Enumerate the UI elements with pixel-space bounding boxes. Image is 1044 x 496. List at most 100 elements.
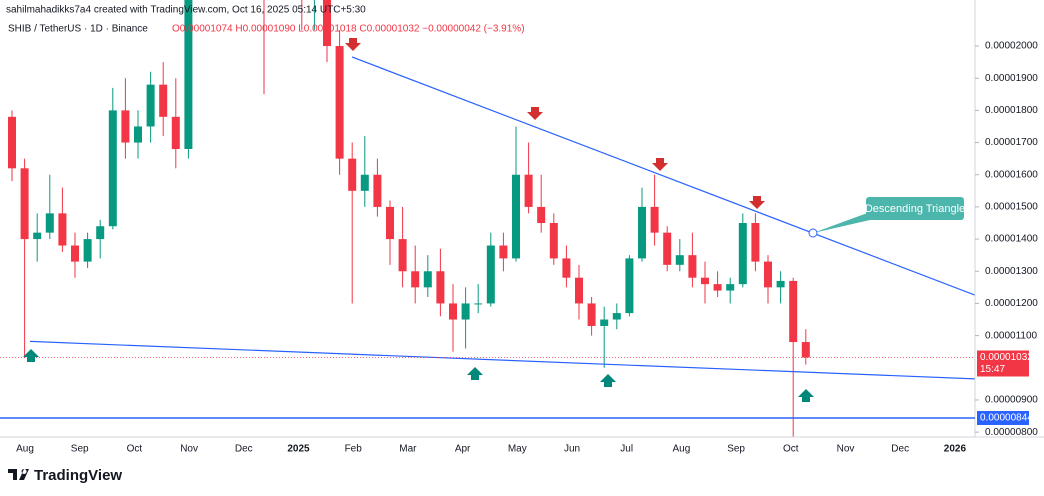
- candle-body: [71, 245, 79, 262]
- x-tick-label: Nov: [180, 444, 198, 455]
- candle-body: [45, 213, 54, 233]
- y-tick-label: 0.00000900: [985, 395, 1038, 406]
- candle-body: [423, 271, 432, 288]
- candle-body: [726, 284, 735, 291]
- candle-body: [688, 255, 697, 278]
- y-tick-label: 0.00001400: [985, 234, 1038, 245]
- x-tick-label: Oct: [783, 444, 799, 455]
- candle-body: [738, 223, 747, 285]
- callout-pointer: [813, 212, 870, 233]
- candle-body: [549, 223, 558, 259]
- candle-body: [776, 280, 785, 288]
- candle-body: [461, 303, 470, 320]
- candle-body: [335, 46, 344, 159]
- candle-body: [587, 303, 596, 326]
- brand: TradingView: [34, 467, 122, 484]
- y-tick-label: 0.00001100: [985, 330, 1038, 341]
- x-tick-label: 2025: [287, 444, 310, 455]
- candle-body: [436, 271, 445, 304]
- candle-body: [486, 245, 495, 304]
- down-arrow: [749, 196, 765, 209]
- support-badge: [977, 410, 1029, 425]
- candle-body: [184, 0, 193, 149]
- up-arrow: [798, 389, 814, 402]
- y-tick-label: 0.00001700: [985, 137, 1038, 148]
- y-tick-label: 0.00002000: [985, 41, 1038, 52]
- down-arrow: [345, 38, 361, 51]
- candle-body: [373, 174, 382, 207]
- candle-body: [675, 255, 684, 265]
- y-tick-label: 0.00001200: [985, 298, 1038, 309]
- candle-body: [386, 206, 394, 240]
- up-arrow: [23, 349, 39, 362]
- x-tick-label: Dec: [235, 444, 253, 455]
- candle-body: [713, 284, 722, 291]
- candle-body: [562, 258, 571, 278]
- down-arrow: [652, 158, 668, 171]
- candle-body: [121, 110, 130, 143]
- callout-text: Descending Triangle: [865, 203, 965, 215]
- logo: TradingView: [8, 467, 122, 484]
- candle-body: [764, 261, 772, 288]
- candle-body: [146, 84, 155, 127]
- up-arrow: [600, 374, 616, 387]
- candle-body: [638, 206, 646, 259]
- candle-body: [8, 116, 16, 169]
- plot: [8, 0, 975, 437]
- upper-trendline: [351, 56, 975, 296]
- candle-body: [524, 174, 533, 207]
- candle-body: [751, 223, 760, 262]
- last-price-label: 0.00001032: [980, 352, 1033, 363]
- x-tick-label: Aug: [673, 444, 691, 455]
- last-price-badge: [977, 350, 1029, 377]
- down-arrow: [527, 107, 543, 120]
- attribution: sahilmahadikks7a4 created with TradingVi…: [6, 5, 366, 16]
- candle-body: [789, 280, 798, 343]
- candle-body: [323, 0, 331, 47]
- x-tick-label: Oct: [127, 444, 143, 455]
- candle-body: [348, 158, 357, 191]
- candle-body: [512, 174, 520, 259]
- candle-body: [159, 84, 168, 117]
- x-tick-label: Dec: [891, 444, 909, 455]
- symbol: SHIB / TetherUS · 1D · Binance: [8, 24, 148, 35]
- candle-body: [108, 110, 117, 227]
- x-tick-label: Jun: [564, 444, 580, 455]
- x-tick-label: Aug: [16, 444, 34, 455]
- lower-trendline: [29, 340, 975, 380]
- candle-body: [575, 277, 583, 304]
- candle-body: [474, 303, 483, 305]
- y-tick-label: 0.00000800: [985, 427, 1038, 438]
- y-tick-label: 0.00001300: [985, 266, 1038, 277]
- support-label: 0.00000844: [980, 413, 1033, 424]
- candle-body: [449, 303, 457, 320]
- candle-body: [625, 258, 634, 314]
- candle-body: [134, 126, 142, 143]
- candle-body: [83, 239, 92, 262]
- candle-body: [499, 245, 508, 259]
- y-tick-label: 0.00001500: [985, 202, 1038, 213]
- candle-body: [537, 206, 546, 223]
- x-tick-label: Sep: [71, 444, 89, 455]
- x-tick-label: Mar: [399, 444, 417, 455]
- candle-body: [801, 342, 810, 358]
- candle-body: [33, 232, 42, 240]
- x-tick-label: Apr: [455, 444, 471, 455]
- candle-body: [171, 116, 180, 149]
- candle-body: [20, 168, 29, 240]
- x-tick-label: Feb: [345, 444, 363, 455]
- y-tick-label: 0.00001800: [985, 105, 1038, 116]
- candle-body: [58, 213, 67, 246]
- x-tick-label: Jul: [620, 444, 633, 455]
- y-tick-label: 0.00001900: [985, 73, 1038, 84]
- y-tick-label: 0.00001600: [985, 169, 1038, 180]
- candle-body: [650, 206, 659, 233]
- x-tick-label: Sep: [727, 444, 745, 455]
- x-tick-label: Nov: [837, 444, 855, 455]
- candle-body: [411, 271, 420, 288]
- candle-body: [612, 313, 621, 320]
- candle-body: [96, 226, 105, 240]
- x-tick-label: 2026: [944, 444, 967, 455]
